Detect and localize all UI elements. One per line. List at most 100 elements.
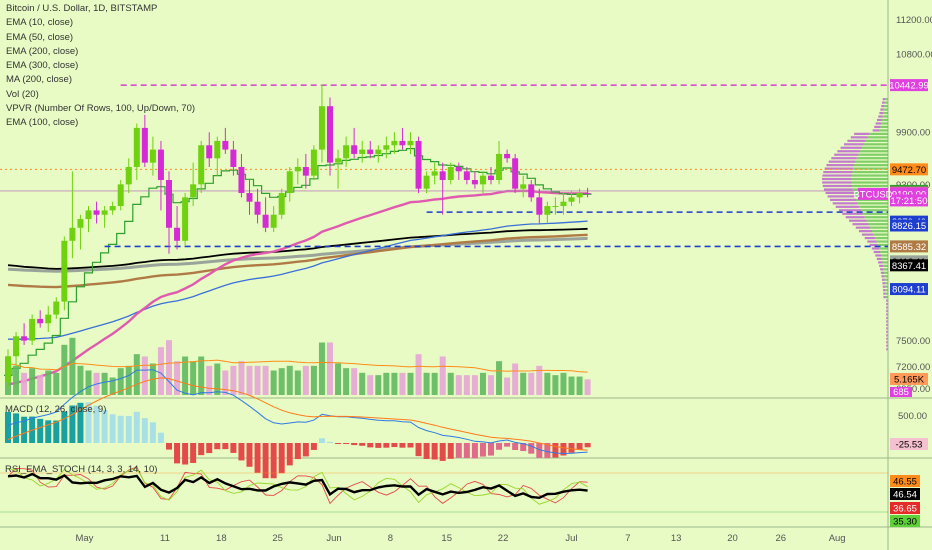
symbol-tag: BTCUSD: [853, 189, 892, 200]
macd-histogram-bar: [407, 443, 414, 448]
volume-bar: [109, 377, 116, 395]
vpvr-bar-down: [879, 111, 884, 115]
macd-histogram-bar: [528, 443, 535, 454]
candle-body: [391, 140, 398, 146]
vpvr-bar-up: [851, 177, 888, 181]
volume-bar: [206, 365, 213, 395]
volume-bar: [576, 376, 583, 395]
macd-histogram-bar: [479, 443, 486, 457]
symbol-tag-bg: [858, 187, 888, 200]
price-tag: 8367.41: [892, 261, 926, 272]
rsi-pane-label[interactable]: RSI_EMA_STOCH (14, 3, 3, 14, 10): [5, 464, 158, 475]
stoch-d-line: [7, 467, 588, 505]
candle-body: [278, 193, 285, 215]
vpvr-bar-down: [882, 98, 886, 101]
vpvr-bar-down: [867, 240, 877, 243]
vpvr-bar-up: [886, 309, 888, 313]
macd-histogram-bar: [166, 443, 172, 450]
volume-bar: [101, 372, 108, 395]
time-tick-label: 13: [671, 533, 682, 544]
volume-bar: [391, 372, 398, 395]
ema200-line: [7, 233, 588, 289]
candle-body: [222, 140, 229, 150]
rsi-tag: 46.54: [893, 490, 917, 501]
vpvr-bar-down: [871, 247, 880, 250]
legend-item[interactable]: EMA (200, close): [6, 45, 79, 57]
vpvr-bar-down: [840, 146, 862, 149]
volume-bar: [125, 365, 132, 395]
price-tag-bg: [890, 259, 928, 272]
vpvr-bar-up: [864, 216, 888, 219]
candle-body: [157, 149, 164, 181]
candle-body: [343, 145, 350, 159]
vpvr-bar-up: [873, 233, 888, 236]
macd-histogram-bar: [69, 405, 76, 443]
macd-histogram-bar: [222, 443, 229, 450]
candle-body: [190, 184, 197, 198]
candle-body: [246, 193, 253, 202]
volume-bar: [399, 372, 406, 395]
vpvr-bar-down: [829, 198, 857, 201]
legend-item[interactable]: EMA (300, close): [6, 60, 79, 72]
legend-item[interactable]: VPVR (Number Of Rows, 100, Up/Down, 70): [6, 103, 196, 115]
macd-histogram-bar: [93, 405, 100, 443]
vpvr-bar-down: [838, 209, 862, 212]
volume-bar: [335, 363, 342, 395]
candle-body: [488, 175, 494, 181]
candle-body: [560, 201, 567, 207]
ma200-line: [7, 227, 588, 270]
time-tick-label: Jul: [565, 533, 577, 544]
macd-histogram-bar: [278, 443, 285, 474]
vpvr-bar-up: [868, 223, 888, 226]
volume-bar: [439, 356, 446, 395]
macd-histogram-bar: [536, 443, 543, 458]
legend-item[interactable]: EMA (100, close): [6, 117, 79, 129]
candle-body: [254, 201, 261, 215]
volume-bar: [77, 365, 84, 395]
vpvr-bar-down: [886, 323, 887, 327]
price-tag: 8826.15: [892, 221, 926, 232]
legend-item[interactable]: MA (200, close): [6, 74, 72, 86]
legend-item[interactable]: Vol (20): [6, 88, 39, 100]
candle-body: [61, 240, 68, 302]
macd-histogram-bar: [455, 443, 462, 458]
candle-body: [383, 145, 390, 150]
macd-histogram-bar: [174, 443, 181, 464]
macd-histogram-bar: [496, 443, 503, 450]
macd-histogram-bar: [230, 443, 237, 453]
legend-item[interactable]: EMA (10, close): [6, 17, 74, 29]
macd-pane-label[interactable]: MACD (12, 26, close, 9): [5, 404, 107, 415]
macd-histogram-bar: [21, 416, 28, 443]
macd-tag: -25.53: [896, 440, 923, 451]
macd-histogram-bar: [133, 411, 140, 443]
macd-histogram-bar: [13, 413, 20, 443]
vpvr-bar-down: [832, 202, 858, 205]
candle-body: [270, 214, 277, 228]
volume-bar: [294, 370, 301, 395]
macd-histogram-bar: [254, 443, 261, 473]
price-tick-label: 7500.00: [896, 336, 930, 347]
rsi-tag: 35.30: [893, 517, 917, 528]
volume-bar: [520, 372, 527, 395]
macd-signal-line: [7, 377, 588, 451]
volume-bar: [455, 375, 462, 395]
volume-bar: [222, 370, 229, 395]
candle-body: [536, 197, 543, 215]
candle-body: [206, 145, 213, 159]
volume-bar: [415, 354, 422, 395]
vpvr-bar-down: [843, 143, 864, 146]
candle-body: [117, 184, 124, 207]
macd-histogram-bar: [544, 443, 551, 459]
legend-title[interactable]: Bitcoin / U.S. Dollar, 1D, BITSTAMP: [6, 3, 158, 14]
macd-histogram-bar: [552, 443, 559, 458]
volume-bar: [21, 372, 28, 395]
candle-body: [335, 158, 342, 163]
candle-body: [512, 158, 519, 189]
macd-histogram-bar: [214, 443, 221, 450]
macd-histogram-bar: [270, 443, 277, 479]
legend-item[interactable]: EMA (50, close): [6, 31, 74, 43]
vpvr-bar-up: [880, 125, 888, 129]
time-tick-label: 25: [272, 533, 283, 544]
vpvr-bar-down: [874, 125, 881, 129]
